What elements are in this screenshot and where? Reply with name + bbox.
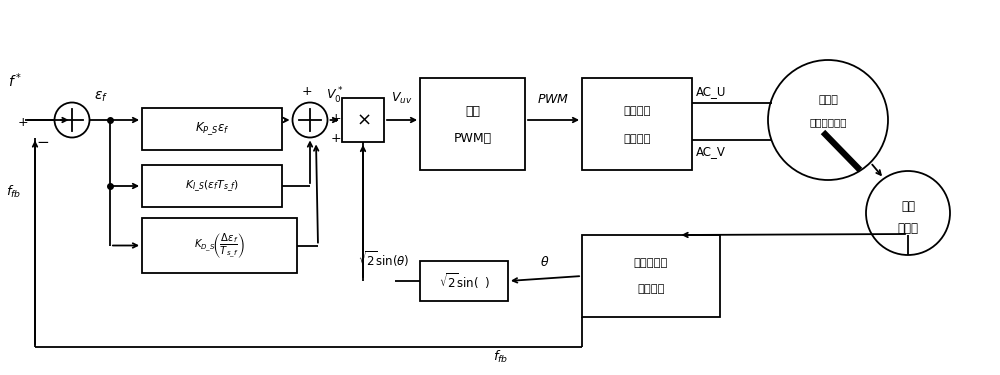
- Text: AC_V: AC_V: [696, 145, 726, 158]
- Text: $f^*$: $f^*$: [8, 71, 22, 90]
- Text: AC_U: AC_U: [696, 85, 726, 98]
- Bar: [142, 108, 282, 150]
- Text: $K_{P\_S}\varepsilon_f$: $K_{P\_S}\varepsilon_f$: [195, 121, 229, 137]
- Text: $V_0^*$: $V_0^*$: [326, 86, 343, 106]
- Bar: [420, 261, 508, 301]
- Text: +: +: [18, 116, 29, 129]
- Text: $\theta$: $\theta$: [540, 255, 550, 269]
- Text: −: −: [37, 135, 49, 150]
- Text: $f_{fb}$: $f_{fb}$: [493, 349, 509, 365]
- Bar: [142, 218, 297, 273]
- Text: $\sqrt{2}\sin(\theta)$: $\sqrt{2}\sin(\theta)$: [358, 249, 410, 269]
- Text: 逆变电路: 逆变电路: [623, 134, 651, 144]
- Text: 单绕组: 单绕组: [818, 95, 838, 105]
- Text: $\sqrt{2}\sin(\;\;)$: $\sqrt{2}\sin(\;\;)$: [439, 271, 489, 291]
- Text: $K_{I\_S}(\varepsilon_f T_{s\_f})$: $K_{I\_S}(\varepsilon_f T_{s\_f})$: [185, 178, 239, 194]
- Bar: [582, 235, 720, 317]
- Bar: [582, 78, 692, 170]
- Text: 生成: 生成: [465, 105, 480, 117]
- Text: $PWM$: $PWM$: [537, 93, 570, 106]
- Text: $f_{fb}$: $f_{fb}$: [6, 184, 21, 200]
- Text: +: +: [302, 85, 312, 98]
- Text: $\times$: $\times$: [356, 111, 370, 129]
- Text: $K_{D\_S}\!\left(\dfrac{\Delta\varepsilon_f}{T_{s\_f}}\right)$: $K_{D\_S}\!\left(\dfrac{\Delta\varepsilo…: [194, 231, 245, 260]
- Text: 全桥功率: 全桥功率: [623, 106, 651, 116]
- Bar: [142, 165, 282, 207]
- Text: $V_{uv}$: $V_{uv}$: [391, 91, 413, 106]
- Text: PWM波: PWM波: [453, 132, 492, 146]
- Text: 信号处理: 信号处理: [637, 284, 665, 294]
- Text: +: +: [331, 111, 342, 125]
- Text: 传感器: 传感器: [898, 222, 918, 236]
- Text: 位置: 位置: [901, 201, 915, 213]
- Text: $\varepsilon_f$: $\varepsilon_f$: [94, 90, 108, 104]
- Text: 直流无刷电机: 直流无刷电机: [809, 117, 847, 127]
- Text: 位置传感器: 位置传感器: [634, 258, 668, 268]
- Text: +: +: [331, 132, 342, 144]
- Bar: [420, 78, 525, 170]
- Bar: [342, 98, 384, 142]
